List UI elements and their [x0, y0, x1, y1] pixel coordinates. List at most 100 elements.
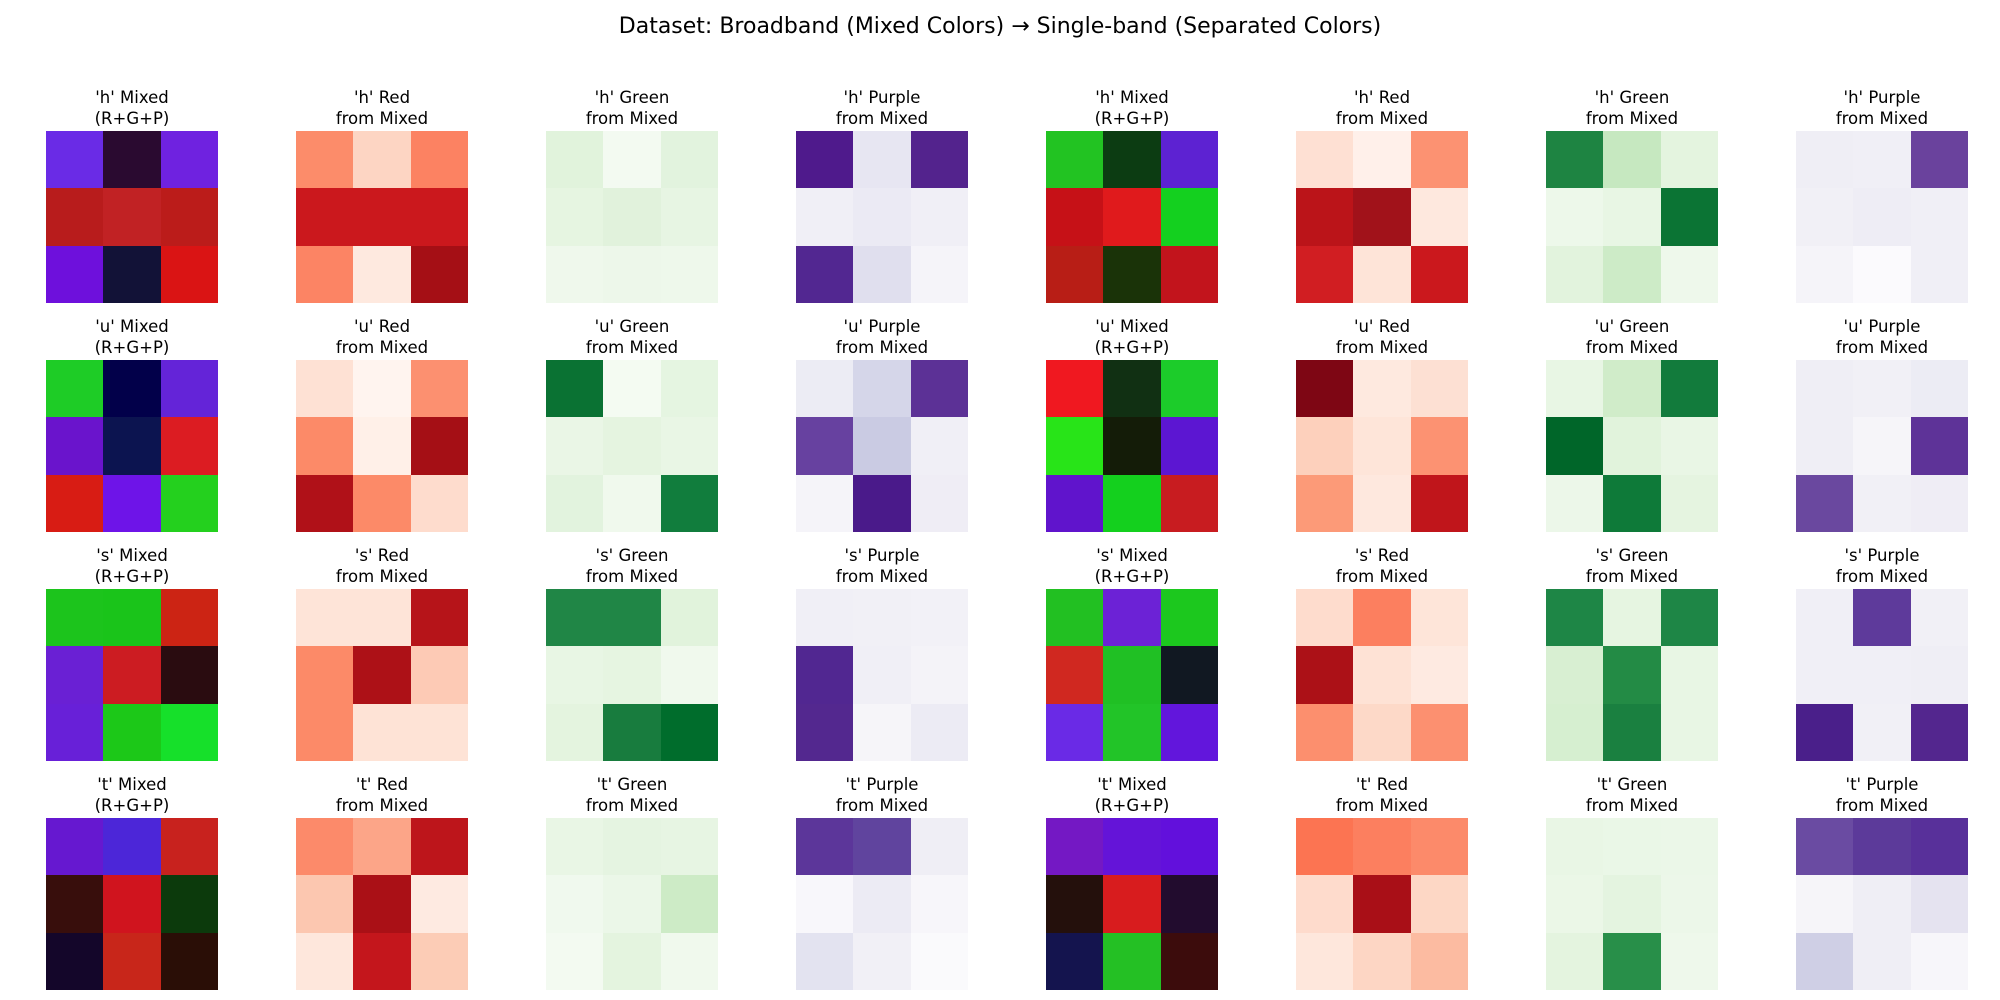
heatmap-cell	[1546, 589, 1604, 647]
heatmap-cell	[1603, 646, 1661, 704]
heatmap-cell	[410, 417, 468, 475]
heatmap-cell	[160, 417, 218, 475]
heatmap-cell	[796, 818, 854, 876]
heatmap-cell	[1160, 589, 1218, 647]
heatmap-cell	[546, 703, 604, 761]
panel-title: 't' Green from Mixed	[585, 775, 679, 815]
heatmap-cell	[46, 875, 104, 933]
heatmap-cell	[1103, 589, 1161, 647]
heatmap-cell	[160, 131, 218, 189]
heatmap-panel: 'u' Green from Mixed	[546, 316, 718, 532]
heatmap-grid	[296, 360, 468, 532]
heatmap-cell	[1046, 417, 1104, 475]
heatmap-grid	[46, 589, 218, 761]
heatmap-cell	[1103, 875, 1161, 933]
heatmap-cell	[296, 245, 354, 303]
heatmap-cell	[353, 818, 411, 876]
heatmap-cell	[910, 245, 968, 303]
heatmap-cell	[1853, 875, 1911, 933]
heatmap-cell	[603, 703, 661, 761]
heatmap-cell	[1296, 188, 1354, 246]
heatmap-cell	[1910, 131, 1968, 189]
heatmap-cell	[1353, 245, 1411, 303]
heatmap-cell	[796, 589, 854, 647]
heatmap-cell	[296, 417, 354, 475]
heatmap-cell	[160, 703, 218, 761]
heatmap-cell	[1910, 818, 1968, 876]
heatmap-cell	[46, 703, 104, 761]
heatmap-cell	[910, 703, 968, 761]
heatmap-cell	[1853, 188, 1911, 246]
heatmap-panel: 's' Green from Mixed	[1546, 545, 1718, 761]
heatmap-grid	[1046, 360, 1218, 532]
heatmap-cell	[1853, 818, 1911, 876]
heatmap-cell	[410, 646, 468, 704]
heatmap-cell	[1410, 188, 1468, 246]
heatmap-cell	[296, 646, 354, 704]
heatmap-cell	[1160, 818, 1218, 876]
heatmap-cell	[103, 703, 161, 761]
figure-title: Dataset: Broadband (Mixed Colors) → Sing…	[618, 14, 1382, 39]
heatmap-panel: 's' Purple from Mixed	[796, 545, 968, 761]
heatmap-cell	[546, 188, 604, 246]
heatmap-cell	[103, 245, 161, 303]
heatmap-cell	[1660, 188, 1718, 246]
heatmap-grid	[296, 818, 468, 990]
heatmap-cell	[1410, 818, 1468, 876]
heatmap-cell	[46, 417, 104, 475]
heatmap-cell	[103, 474, 161, 532]
panel-title: 'u' Red from Mixed	[1335, 317, 1429, 357]
heatmap-panel: 's' Green from Mixed	[546, 545, 718, 761]
panel-title: 'u' Green from Mixed	[1585, 317, 1679, 357]
heatmap-cell	[546, 589, 604, 647]
heatmap-cell	[1296, 360, 1354, 418]
heatmap-cell	[1353, 646, 1411, 704]
panel-title: 't' Red from Mixed	[335, 775, 429, 815]
heatmap-cell	[1046, 818, 1104, 876]
heatmap-cell	[1353, 703, 1411, 761]
heatmap-cell	[910, 474, 968, 532]
heatmap-cell	[1410, 646, 1468, 704]
heatmap-grid	[1546, 131, 1718, 303]
heatmap-cell	[603, 474, 661, 532]
heatmap-cell	[1660, 474, 1718, 532]
heatmap-cell	[1853, 131, 1911, 189]
heatmap-cell	[1546, 646, 1604, 704]
panel-title: 't' Red from Mixed	[1335, 775, 1429, 815]
heatmap-panel: 'u' Mixed (R+G+P)	[1046, 316, 1218, 532]
heatmap-panel: 'h' Green from Mixed	[1546, 87, 1718, 303]
heatmap-cell	[1160, 932, 1218, 990]
heatmap-cell	[1853, 589, 1911, 647]
heatmap-panel: 'h' Red from Mixed	[296, 87, 468, 303]
heatmap-cell	[1910, 245, 1968, 303]
heatmap-cell	[546, 131, 604, 189]
heatmap-cell	[353, 360, 411, 418]
heatmap-cell	[1796, 188, 1854, 246]
heatmap-cell	[1103, 360, 1161, 418]
heatmap-grid	[796, 818, 968, 990]
heatmap-grid	[46, 818, 218, 990]
heatmap-cell	[796, 245, 854, 303]
heatmap-panel: 't' Green from Mixed	[1546, 774, 1718, 990]
heatmap-panel: 's' Purple from Mixed	[1796, 545, 1968, 761]
heatmap-cell	[1603, 474, 1661, 532]
panel-title: 't' Mixed (R+G+P)	[94, 775, 170, 815]
heatmap-cell	[103, 589, 161, 647]
heatmap-cell	[1796, 646, 1854, 704]
panel-title: 'h' Purple from Mixed	[835, 88, 929, 128]
heatmap-grid	[546, 589, 718, 761]
heatmap-cell	[1910, 188, 1968, 246]
heatmap-cell	[1046, 131, 1104, 189]
heatmap-grid	[796, 589, 968, 761]
heatmap-cell	[1796, 131, 1854, 189]
heatmap-cell	[1296, 474, 1354, 532]
heatmap-cell	[296, 131, 354, 189]
heatmap-panel: 's' Red from Mixed	[296, 545, 468, 761]
panel-title: 's' Purple from Mixed	[1835, 546, 1929, 586]
heatmap-cell	[46, 245, 104, 303]
heatmap-cell	[1160, 245, 1218, 303]
heatmap-cell	[296, 703, 354, 761]
heatmap-cell	[853, 131, 911, 189]
heatmap-grid	[1796, 131, 1968, 303]
heatmap-cell	[1660, 589, 1718, 647]
